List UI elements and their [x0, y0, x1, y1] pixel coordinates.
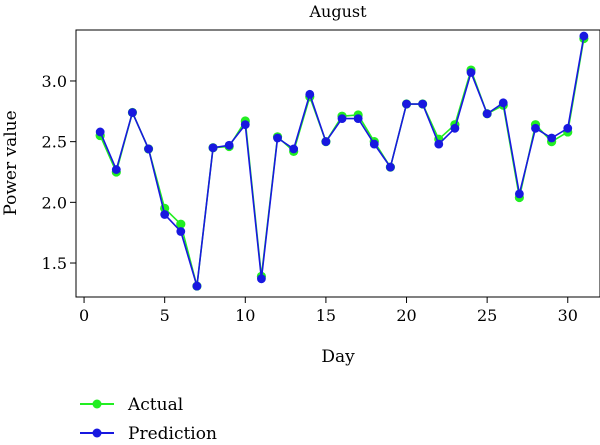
prediction-point — [208, 143, 218, 153]
plot-frame — [75, 29, 600, 298]
prediction-point — [144, 144, 153, 154]
actual-legend-marker — [92, 399, 102, 409]
actual-legend-label: Actual — [127, 395, 183, 415]
x-tick-label: 15 — [316, 306, 336, 325]
x-tick-label: 5 — [160, 306, 170, 325]
prediction-point — [321, 137, 331, 147]
x-tick-label: 30 — [558, 306, 578, 325]
prediction-point — [482, 109, 492, 119]
prediction-point — [289, 144, 299, 154]
prediction-point — [418, 99, 428, 109]
prediction-point — [176, 227, 186, 236]
prediction-point — [111, 165, 121, 174]
prediction-point — [402, 99, 411, 109]
prediction-point — [579, 31, 589, 41]
y-tick-label: 3.0 — [42, 72, 67, 91]
x-tick-label: 20 — [396, 306, 416, 325]
prediction-point — [95, 127, 105, 137]
prediction-point — [498, 98, 508, 108]
prediction-point — [353, 114, 363, 123]
prediction-point — [224, 140, 234, 150]
prediction-legend-label: Prediction — [128, 424, 217, 441]
actual-series-line — [99, 38, 585, 287]
prediction-point — [305, 89, 315, 99]
prediction-point — [547, 133, 557, 143]
prediction-point — [563, 123, 573, 133]
prediction-point — [337, 114, 347, 123]
x-tick-label: 10 — [235, 306, 255, 325]
actual-point — [176, 219, 186, 229]
prediction-point — [240, 120, 250, 130]
y-axis-ticks: 1.5 2.0 2.5 3.0 — [42, 72, 76, 273]
x-axis-ticks: 0 5 10 15 20 25 30 — [79, 297, 578, 325]
prediction-point — [434, 139, 444, 149]
prediction-series-line — [99, 35, 585, 287]
prediction-point — [160, 210, 170, 219]
series-layer — [95, 31, 589, 291]
prediction-point — [531, 123, 540, 133]
prediction-point — [128, 108, 137, 117]
prediction-point — [386, 162, 395, 172]
legend: Actual Prediction — [80, 395, 217, 444]
prediction-point — [192, 281, 202, 291]
chart-title: August — [308, 2, 367, 21]
prediction-point — [369, 139, 379, 149]
prediction-point — [450, 123, 460, 133]
prediction-legend-marker — [92, 428, 102, 438]
prediction-point — [257, 274, 266, 284]
y-tick-label: 1.5 — [42, 254, 67, 273]
y-tick-label: 2.0 — [42, 193, 67, 212]
y-axis-title: Power value — [1, 110, 21, 215]
x-tick-label: 25 — [477, 306, 497, 325]
prediction-point — [273, 133, 282, 143]
prediction-point — [514, 189, 524, 199]
x-tick-label: 0 — [79, 306, 89, 325]
x-axis-title: Day — [321, 347, 355, 367]
prediction-point — [466, 68, 476, 77]
y-tick-label: 2.5 — [42, 133, 67, 152]
